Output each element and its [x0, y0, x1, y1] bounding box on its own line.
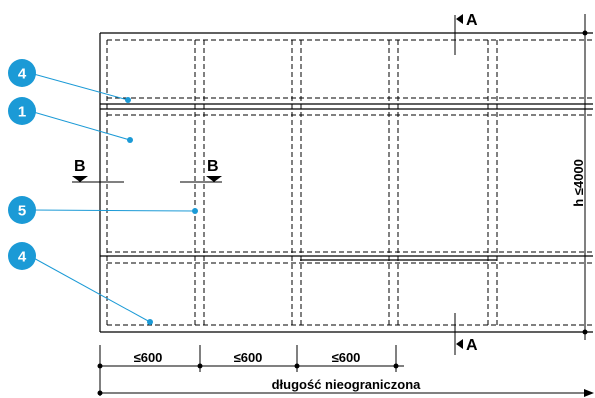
callout-5-number: 5: [18, 203, 26, 220]
callout-4-bottom-target: [147, 319, 153, 325]
section-a-bottom-label: A: [466, 337, 478, 354]
callout-5-target: [192, 208, 198, 214]
section-b-right-arrow: [206, 176, 222, 182]
bay-1-dimension-label: ≤600: [134, 350, 163, 365]
length-dimension-label: długość nieograniczona: [272, 377, 422, 392]
callout-5: 5: [8, 196, 36, 224]
section-b-line: B B: [72, 158, 222, 183]
callout-1-target: [127, 137, 133, 143]
callout-1: 1: [8, 97, 36, 125]
height-dimension: h ≤4000: [571, 14, 593, 340]
section-a-top-arrow: [456, 14, 463, 24]
callout-4-top-target: [125, 97, 131, 103]
section-b-left-label: B: [74, 158, 86, 175]
section-a-top-label: A: [466, 12, 478, 29]
section-a-bottom-arrow: [456, 339, 463, 349]
callout-4-bottom: 4: [8, 242, 36, 270]
callout-leaders: [29, 72, 198, 325]
vertical-studs: [106, 40, 498, 325]
section-b-left-arrow: [72, 176, 88, 182]
length-dimension: długość nieograniczona: [97, 372, 594, 397]
bay-2-dimension-label: ≤600: [234, 350, 263, 365]
section-b-right-label: B: [207, 158, 219, 175]
bay-dimensions: ≤600 ≤600 ≤600: [97, 345, 404, 372]
bay-3-dimension-label: ≤600: [332, 350, 361, 365]
callout-4-top: 4: [8, 59, 36, 87]
wall-outline: [99, 32, 593, 333]
section-a-line: A A: [454, 12, 478, 355]
horizontal-rails: [100, 97, 593, 264]
callout-4-top-number: 4: [18, 66, 27, 83]
length-arrowhead: [584, 389, 594, 397]
height-dimension-label: h ≤4000: [571, 159, 586, 207]
callout-4-bottom-number: 4: [18, 249, 27, 266]
callout-1-number: 1: [18, 104, 26, 121]
